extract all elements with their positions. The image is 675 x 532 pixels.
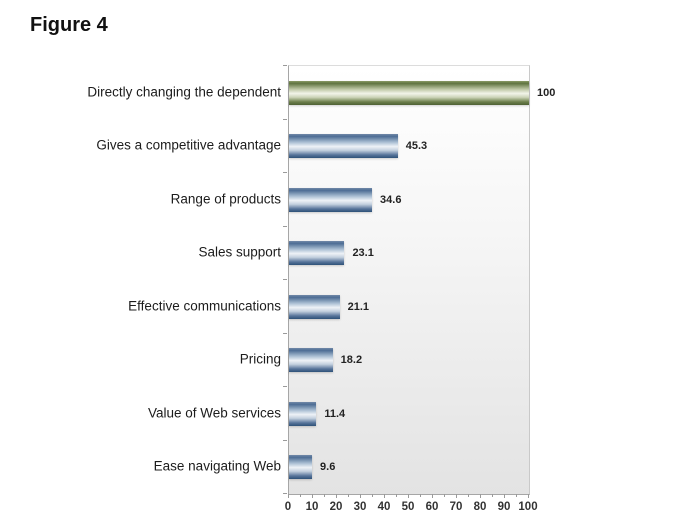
- figure-title: Figure 4: [30, 14, 108, 36]
- x-axis-tick-label-20: 20: [329, 501, 343, 513]
- x-axis-tick-40: [384, 494, 385, 498]
- x-axis-tick-95: [516, 494, 517, 497]
- bar-4: [289, 294, 340, 319]
- category-label-5: Pricing: [239, 351, 281, 367]
- x-axis-tick-25: [348, 494, 349, 497]
- x-axis-tick-80: [480, 494, 481, 498]
- category-label-7: Ease navigating Web: [153, 458, 281, 474]
- value-label-5: 18.2: [340, 354, 363, 367]
- value-label-6: 11.4: [324, 407, 346, 420]
- y-axis-tick-5: [283, 332, 287, 334]
- x-axis-tick-label-10: 10: [305, 501, 319, 513]
- x-axis-tick-90: [504, 494, 505, 498]
- x-axis-tick-55: [420, 494, 421, 497]
- x-axis-tick-label-0: 0: [284, 501, 292, 513]
- category-label-2: Range of products: [170, 191, 281, 207]
- x-axis-tick-30: [360, 494, 361, 498]
- bar-5: [289, 348, 333, 373]
- category-label-4: Effective communications: [128, 298, 281, 314]
- x-axis-tick-15: [324, 494, 325, 497]
- bar-2: [289, 187, 373, 212]
- x-axis-tick-45: [396, 494, 397, 497]
- x-axis-tick-0: [288, 494, 289, 498]
- value-label-7: 9.6: [320, 461, 336, 474]
- x-axis-tick-5: [300, 494, 301, 497]
- x-axis-tick-85: [492, 494, 493, 497]
- x-axis-tick-label-30: 30: [353, 501, 367, 513]
- bar-6: [289, 401, 317, 426]
- x-axis-tick-75: [468, 494, 469, 497]
- x-axis-tick-10: [312, 494, 313, 498]
- bar-0: [289, 80, 529, 105]
- value-label-4: 21.1: [347, 300, 370, 313]
- x-axis-tick-20: [336, 494, 337, 498]
- category-label-0: Directly changing the dependent: [87, 84, 281, 100]
- x-axis-tick-label-50: 50: [401, 501, 415, 513]
- bar-7: [289, 455, 313, 480]
- y-axis-tick-0: [283, 65, 287, 66]
- y-axis-tick-4: [283, 279, 287, 280]
- y-axis-tick-7: [283, 439, 287, 441]
- y-axis-tick-2: [283, 172, 287, 173]
- value-label-1: 45.3: [405, 140, 428, 153]
- x-axis-tick-35: [372, 494, 373, 497]
- category-label-6: Value of Web services: [147, 405, 281, 421]
- x-axis-tick-label-60: 60: [425, 501, 439, 513]
- y-axis-tick-3: [283, 225, 287, 227]
- x-axis-tick-label-90: 90: [497, 501, 511, 513]
- x-axis-tick-50: [408, 494, 409, 498]
- x-axis-tick-label-70: 70: [449, 501, 463, 513]
- plot-area: 100 45.3 34.6 23.1 21.1 18.2 11.4 9.6: [288, 65, 555, 495]
- category-label-3: Sales support: [198, 244, 281, 260]
- x-axis-tick-65: [444, 494, 445, 497]
- x-axis-tick-label-100: 100: [518, 501, 538, 513]
- value-label-3: 23.1: [352, 247, 374, 260]
- x-axis-tick-label-40: 40: [377, 501, 391, 513]
- bar-3: [289, 241, 345, 266]
- x-axis-tick-100: [528, 494, 529, 498]
- value-label-0: 100: [537, 86, 556, 99]
- value-label-2: 34.6: [380, 193, 402, 206]
- bar-1: [289, 134, 398, 159]
- x-axis-tick-70: [456, 494, 457, 498]
- y-axis-tick-6: [283, 386, 287, 387]
- category-label-1: Gives a competitive advantage: [96, 137, 281, 153]
- y-axis-tick-8: [283, 493, 287, 494]
- y-axis-tick-1: [283, 118, 287, 120]
- x-axis-tick-label-80: 80: [473, 501, 487, 513]
- x-axis-tick-60: [432, 494, 433, 498]
